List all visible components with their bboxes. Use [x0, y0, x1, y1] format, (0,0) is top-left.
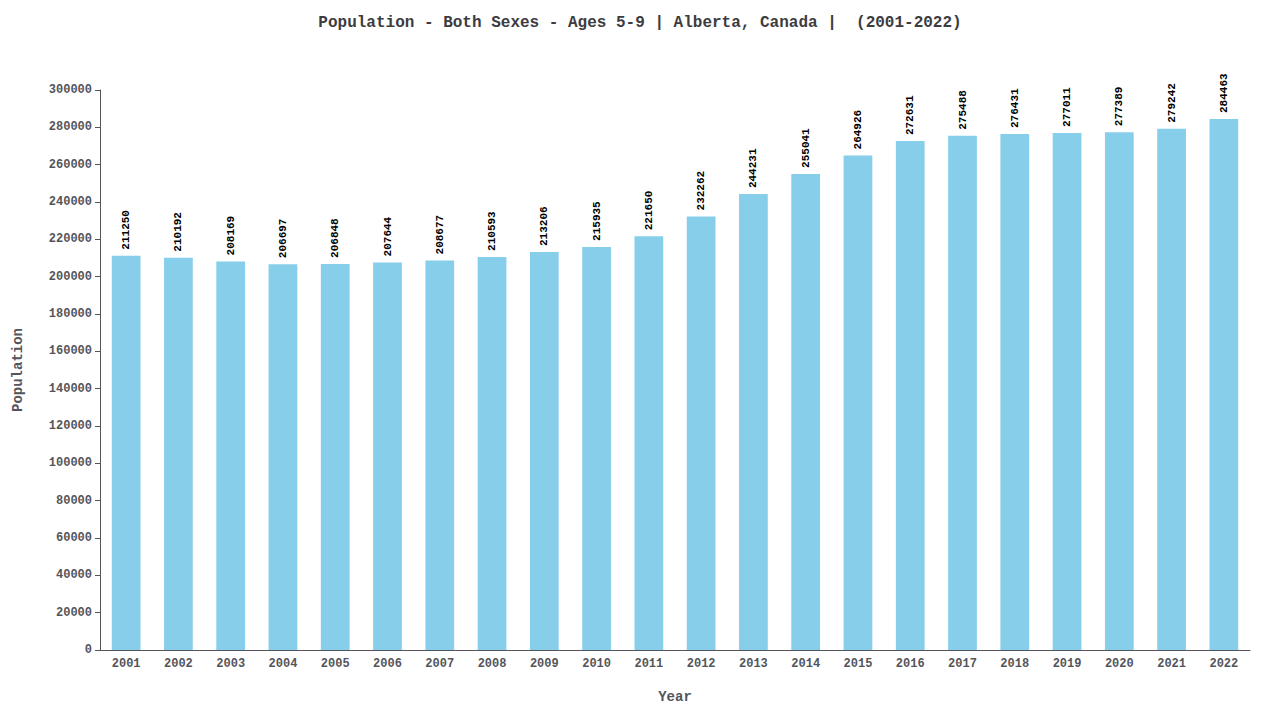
svg-text:200000: 200000 [49, 270, 92, 284]
svg-text:208169: 208169 [225, 216, 237, 256]
svg-text:284463: 284463 [1218, 73, 1230, 113]
svg-text:213206: 213206 [538, 206, 550, 246]
svg-text:272631: 272631 [904, 95, 916, 135]
svg-text:221650: 221650 [643, 191, 655, 231]
svg-text:Population - Both Sexes - Ages: Population - Both Sexes - Ages 5-9 | Alb… [318, 14, 961, 32]
svg-text:2002: 2002 [164, 657, 193, 671]
svg-text:215935: 215935 [591, 201, 603, 241]
svg-text:277011: 277011 [1061, 87, 1073, 127]
svg-text:120000: 120000 [49, 419, 92, 433]
svg-text:260000: 260000 [49, 158, 92, 172]
svg-text:2014: 2014 [791, 657, 820, 671]
svg-text:255041: 255041 [800, 128, 812, 168]
svg-text:2019: 2019 [1053, 657, 1082, 671]
svg-text:210593: 210593 [486, 211, 498, 251]
svg-text:206697: 206697 [277, 219, 289, 259]
svg-text:211250: 211250 [120, 210, 132, 250]
svg-text:220000: 220000 [49, 232, 92, 246]
svg-text:2013: 2013 [739, 657, 768, 671]
svg-text:2010: 2010 [582, 657, 611, 671]
svg-text:80000: 80000 [56, 494, 92, 508]
svg-text:279242: 279242 [1166, 83, 1178, 123]
svg-text:20000: 20000 [56, 606, 92, 620]
svg-text:2015: 2015 [844, 657, 873, 671]
svg-text:275488: 275488 [957, 90, 969, 130]
svg-text:232262: 232262 [695, 171, 707, 211]
svg-text:2022: 2022 [1209, 657, 1238, 671]
svg-text:206848: 206848 [329, 218, 341, 258]
svg-text:244231: 244231 [747, 148, 759, 188]
svg-text:2003: 2003 [216, 657, 245, 671]
svg-text:2001: 2001 [112, 657, 141, 671]
svg-text:160000: 160000 [49, 344, 92, 358]
svg-text:2016: 2016 [896, 657, 925, 671]
svg-text:40000: 40000 [56, 568, 92, 582]
svg-text:2012: 2012 [687, 657, 716, 671]
svg-text:207644: 207644 [382, 216, 394, 256]
svg-text:210192: 210192 [172, 212, 184, 252]
svg-text:180000: 180000 [49, 307, 92, 321]
svg-text:280000: 280000 [49, 120, 92, 134]
svg-text:60000: 60000 [56, 531, 92, 545]
svg-text:2018: 2018 [1000, 657, 1029, 671]
svg-text:100000: 100000 [49, 456, 92, 470]
svg-text:Population: Population [10, 328, 26, 412]
svg-text:264926: 264926 [852, 110, 864, 150]
svg-text:2008: 2008 [478, 657, 507, 671]
svg-text:2017: 2017 [948, 657, 977, 671]
svg-text:2021: 2021 [1157, 657, 1186, 671]
svg-text:2011: 2011 [634, 657, 663, 671]
svg-text:Year: Year [658, 689, 692, 705]
svg-text:2020: 2020 [1105, 657, 1134, 671]
svg-text:2005: 2005 [321, 657, 350, 671]
svg-text:240000: 240000 [49, 195, 92, 209]
svg-text:0: 0 [85, 643, 92, 657]
svg-text:2007: 2007 [425, 657, 454, 671]
svg-text:2009: 2009 [530, 657, 559, 671]
svg-text:2006: 2006 [373, 657, 402, 671]
svg-text:276431: 276431 [1009, 88, 1021, 128]
svg-text:300000: 300000 [49, 83, 92, 97]
svg-text:140000: 140000 [49, 382, 92, 396]
svg-text:277389: 277389 [1113, 87, 1125, 127]
svg-text:208677: 208677 [434, 215, 446, 255]
svg-text:2004: 2004 [269, 657, 298, 671]
